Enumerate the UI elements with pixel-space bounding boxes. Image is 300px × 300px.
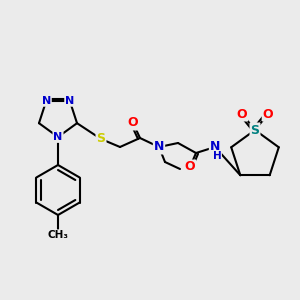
Text: H: H <box>213 151 221 161</box>
Text: S: S <box>97 133 106 146</box>
Text: N: N <box>210 140 220 154</box>
Text: O: O <box>128 116 138 130</box>
Text: S: S <box>250 124 260 136</box>
Text: O: O <box>263 107 273 121</box>
Text: N: N <box>65 96 74 106</box>
Text: O: O <box>185 160 195 173</box>
Text: N: N <box>53 132 63 142</box>
Text: CH₃: CH₃ <box>47 230 68 240</box>
Text: N: N <box>42 96 51 106</box>
Text: O: O <box>237 107 247 121</box>
Text: N: N <box>154 140 164 154</box>
